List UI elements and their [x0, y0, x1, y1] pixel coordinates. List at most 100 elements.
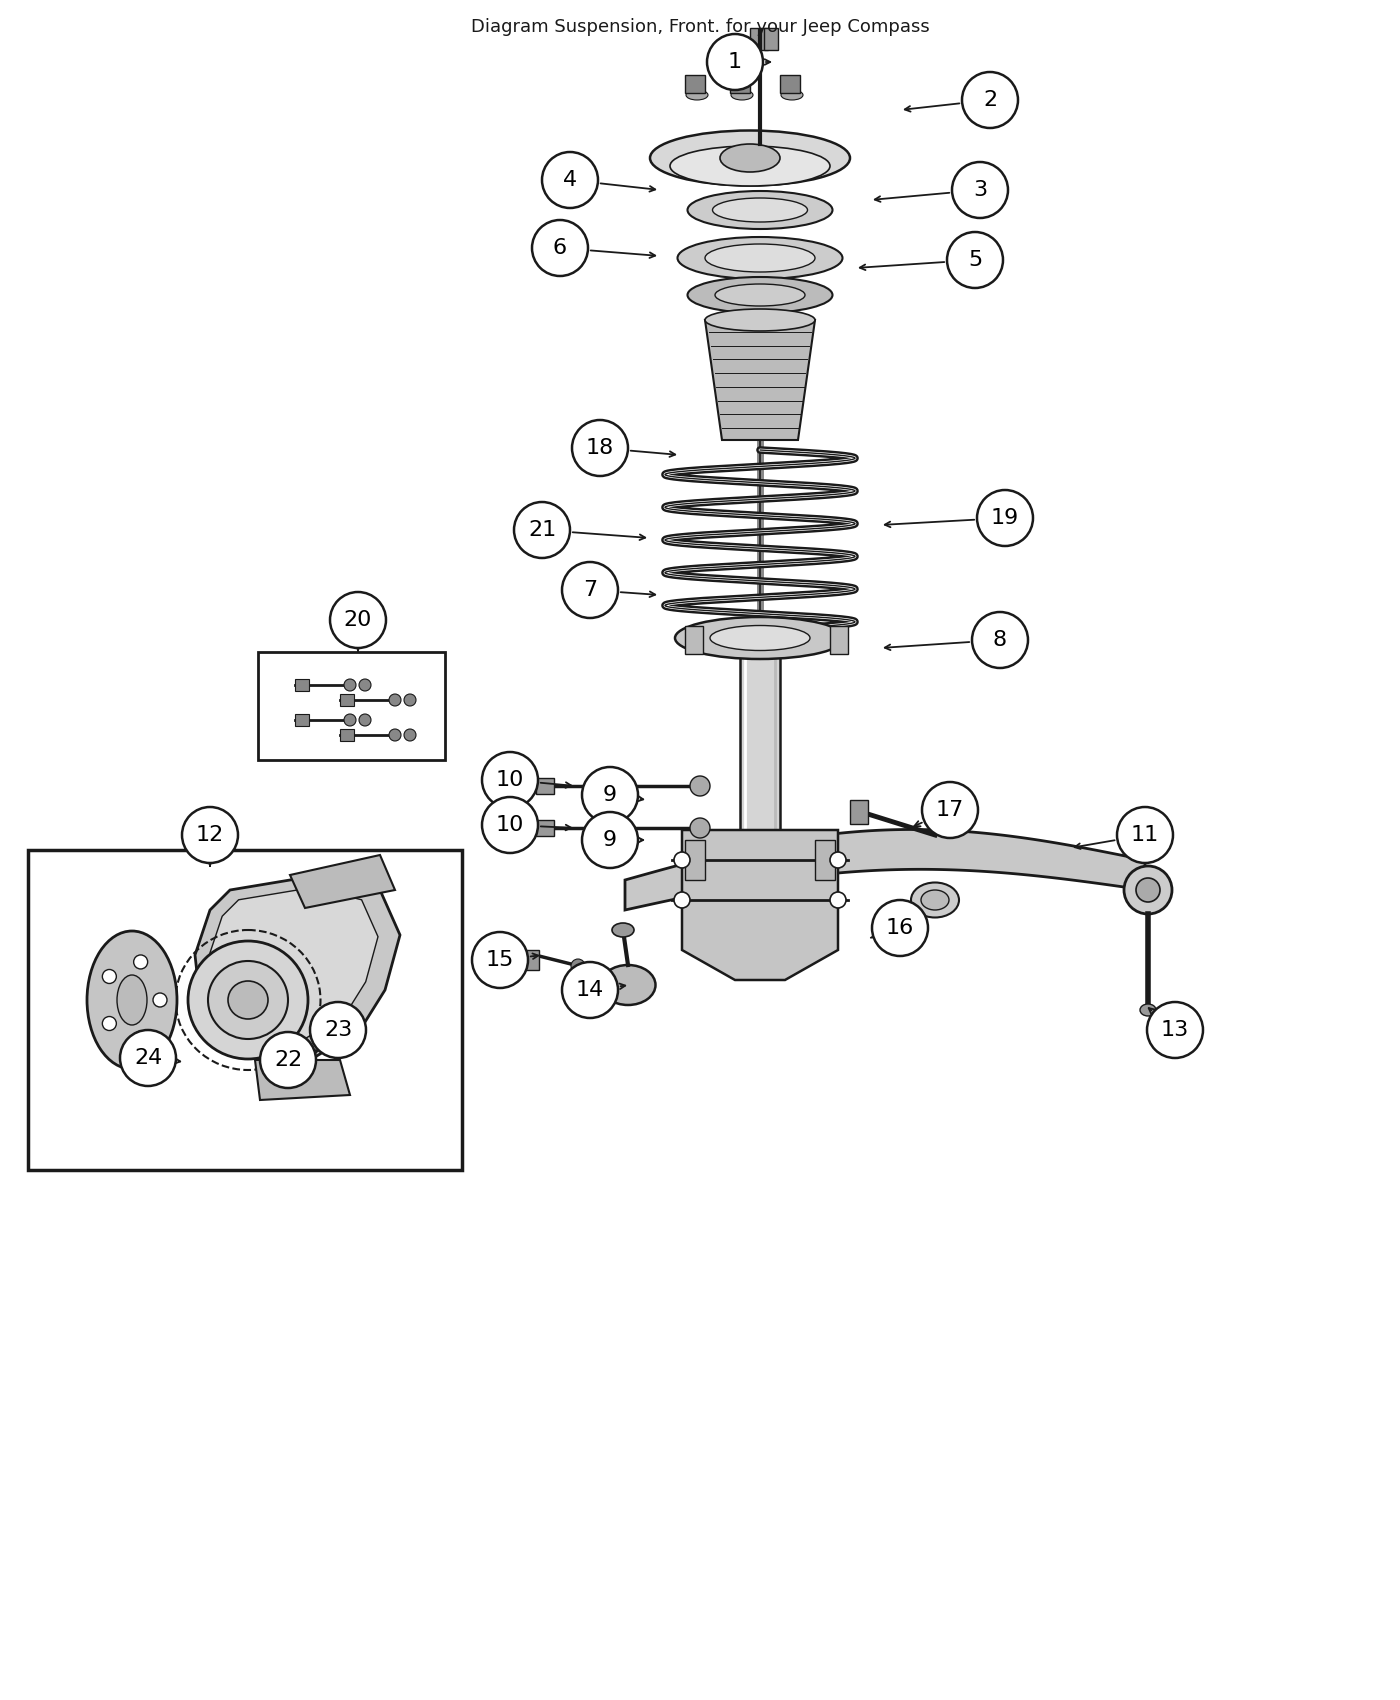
Bar: [764, 27, 778, 49]
Polygon shape: [682, 830, 839, 979]
Ellipse shape: [601, 966, 655, 1005]
Bar: [750, 27, 769, 49]
Circle shape: [133, 955, 147, 969]
Circle shape: [102, 1017, 116, 1030]
Text: 17: 17: [935, 801, 965, 819]
Text: 24: 24: [134, 1047, 162, 1068]
Bar: [340, 694, 354, 705]
Bar: [685, 75, 706, 94]
Circle shape: [707, 34, 763, 90]
Ellipse shape: [781, 90, 804, 100]
Text: 9: 9: [603, 785, 617, 806]
Circle shape: [120, 1030, 176, 1086]
Circle shape: [482, 751, 538, 807]
Text: Diagram Suspension, Front. for your Jeep Compass: Diagram Suspension, Front. for your Jeep…: [470, 19, 930, 36]
Text: 14: 14: [575, 979, 605, 1000]
Text: 9: 9: [603, 830, 617, 850]
Ellipse shape: [921, 891, 949, 910]
Circle shape: [872, 899, 928, 955]
Circle shape: [582, 813, 638, 869]
Circle shape: [309, 1001, 365, 1057]
Ellipse shape: [389, 729, 400, 741]
Circle shape: [673, 892, 690, 908]
Circle shape: [673, 852, 690, 869]
Text: 12: 12: [196, 824, 224, 845]
Ellipse shape: [358, 678, 371, 690]
Circle shape: [472, 932, 528, 988]
Text: 5: 5: [967, 250, 983, 270]
Ellipse shape: [118, 976, 147, 1025]
Circle shape: [946, 231, 1002, 287]
Polygon shape: [210, 887, 378, 1039]
Circle shape: [182, 808, 238, 864]
Ellipse shape: [228, 981, 267, 1018]
Circle shape: [102, 969, 116, 984]
Text: 2: 2: [983, 90, 997, 110]
Ellipse shape: [650, 131, 850, 185]
Ellipse shape: [571, 959, 585, 972]
Ellipse shape: [720, 144, 780, 172]
Text: 7: 7: [582, 580, 596, 600]
Bar: [536, 779, 554, 794]
Text: 16: 16: [886, 918, 914, 938]
Bar: [28, 850, 462, 1170]
Polygon shape: [624, 830, 1145, 910]
Ellipse shape: [687, 277, 833, 313]
Circle shape: [133, 1030, 147, 1046]
Text: 1: 1: [728, 53, 742, 71]
Text: 23: 23: [323, 1020, 353, 1040]
Circle shape: [962, 71, 1018, 128]
Ellipse shape: [344, 714, 356, 726]
Circle shape: [977, 490, 1033, 546]
Text: 4: 4: [563, 170, 577, 190]
Text: 10: 10: [496, 770, 524, 790]
Bar: [340, 729, 354, 741]
Polygon shape: [290, 855, 395, 908]
Ellipse shape: [1140, 1005, 1156, 1017]
Text: 11: 11: [1131, 824, 1159, 845]
Ellipse shape: [1124, 865, 1172, 915]
Bar: [536, 819, 554, 836]
Ellipse shape: [389, 694, 400, 705]
Text: 19: 19: [991, 508, 1019, 529]
Ellipse shape: [690, 818, 710, 838]
Ellipse shape: [405, 694, 416, 705]
Circle shape: [1117, 808, 1173, 864]
Ellipse shape: [405, 729, 416, 741]
Text: 13: 13: [1161, 1020, 1189, 1040]
Ellipse shape: [209, 960, 288, 1039]
Ellipse shape: [671, 146, 830, 185]
Ellipse shape: [911, 882, 959, 918]
Circle shape: [260, 1032, 316, 1088]
Polygon shape: [685, 840, 706, 881]
Circle shape: [830, 892, 846, 908]
Polygon shape: [815, 840, 834, 881]
Circle shape: [561, 563, 617, 619]
Ellipse shape: [612, 923, 634, 937]
Bar: [295, 678, 309, 690]
Ellipse shape: [713, 197, 808, 223]
Circle shape: [1147, 1001, 1203, 1057]
Text: 20: 20: [344, 610, 372, 631]
Bar: [780, 75, 799, 94]
Ellipse shape: [188, 942, 308, 1059]
Circle shape: [582, 767, 638, 823]
Circle shape: [532, 219, 588, 275]
Polygon shape: [706, 320, 815, 440]
Ellipse shape: [686, 90, 708, 100]
Circle shape: [514, 502, 570, 558]
Circle shape: [830, 852, 846, 869]
Ellipse shape: [690, 775, 710, 796]
Circle shape: [972, 612, 1028, 668]
Circle shape: [923, 782, 979, 838]
Circle shape: [153, 993, 167, 1006]
Text: 15: 15: [486, 950, 514, 971]
Circle shape: [573, 420, 629, 476]
Circle shape: [330, 592, 386, 648]
Ellipse shape: [358, 714, 371, 726]
Bar: [850, 801, 868, 824]
Text: 21: 21: [528, 520, 556, 541]
Ellipse shape: [1135, 877, 1161, 903]
Bar: [729, 75, 750, 94]
Ellipse shape: [678, 236, 843, 279]
